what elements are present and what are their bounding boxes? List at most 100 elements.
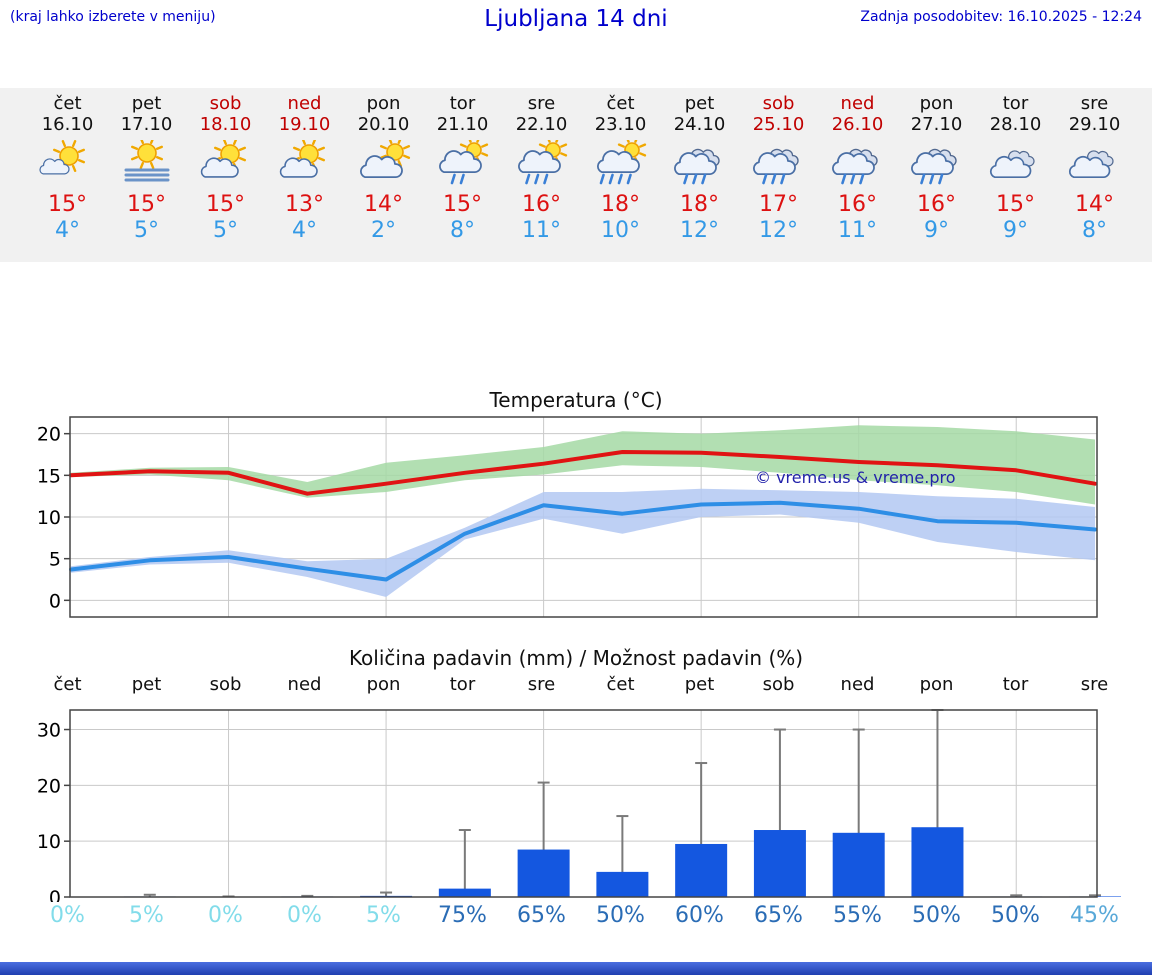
day-name: pon xyxy=(366,93,401,114)
day-date: 17.10 xyxy=(120,114,173,135)
precip-y-tick-label: 10 xyxy=(37,831,61,853)
day-date: 27.10 xyxy=(910,114,963,135)
day-name: ned xyxy=(287,93,322,114)
max-temp: 14° xyxy=(1075,192,1114,217)
forecast-day-18.10[interactable]: sob 18.10 15° 5° xyxy=(186,88,265,262)
day-date: 24.10 xyxy=(673,114,726,135)
forecast-day-16.10[interactable]: čet 16.10 15° 4° xyxy=(28,88,107,262)
day-date: 26.10 xyxy=(831,114,884,135)
precip-day-label: tor xyxy=(1002,674,1029,695)
cloud-rain-icon xyxy=(673,148,720,185)
day-name: sre xyxy=(1080,93,1109,114)
day-date: 23.10 xyxy=(594,114,647,135)
day-name: pet xyxy=(684,93,715,114)
min-temp: 10° xyxy=(601,218,640,243)
forecast-strip: čet 16.10 15° 4° pet 17.10 15° 5° sob 18.10 15° 5° n… xyxy=(0,88,1152,262)
day-date: 16.10 xyxy=(41,114,94,135)
temperature-chart: 0 5 10 15 20 © vreme.us & vreme.pro xyxy=(37,416,1098,618)
forecast-day-29.10[interactable]: sre 29.10 14° 8° xyxy=(1055,88,1134,262)
precip-probability: 0% xyxy=(287,903,322,928)
forecast-day-21.10[interactable]: tor 21.10 15° 8° xyxy=(423,88,502,262)
precip-day-label: ned xyxy=(840,674,875,695)
min-temp: 11° xyxy=(838,218,877,243)
precip-day-label: sre xyxy=(1080,674,1109,695)
precip-bar xyxy=(517,849,570,897)
max-temp: 15° xyxy=(443,192,482,217)
day-date: 19.10 xyxy=(278,114,331,135)
max-temp: 18° xyxy=(601,192,640,217)
max-temp-range-band xyxy=(71,425,1095,505)
clouds-icon xyxy=(1068,150,1114,179)
sun-small-cloud-icon xyxy=(38,140,85,175)
temp-y-tick-label: 10 xyxy=(37,507,61,529)
day-name: pet xyxy=(131,93,162,114)
precip-day-label: pet xyxy=(684,674,715,695)
precip-day-label: čet xyxy=(606,674,635,695)
precip-day-label: pet xyxy=(131,674,162,695)
max-temp: 15° xyxy=(206,192,245,217)
clouds-icon xyxy=(989,150,1035,179)
precip-day-label: sob xyxy=(762,674,795,695)
day-name: čet xyxy=(53,93,82,114)
precip-bar xyxy=(675,843,728,897)
max-temp-line xyxy=(69,450,1097,496)
precip-probability: 0% xyxy=(208,903,243,928)
precip-day-label: čet xyxy=(53,674,82,695)
precip-day-label: sre xyxy=(527,674,556,695)
precip-probability: 50% xyxy=(596,903,645,928)
forecast-day-25.10[interactable]: sob 25.10 17° 12° xyxy=(739,88,818,262)
temp-chart-title: Temperatura (°C) xyxy=(489,388,663,412)
precip-probabilities: 0% 5% 0% 0% 5% 75% 65% 50% 60% 65% 55% 50% 50% 45% xyxy=(0,903,1152,928)
forecast-day-17.10[interactable]: pet 17.10 15° 5° xyxy=(107,88,186,262)
forecast-day-19.10[interactable]: ned 19.10 13° 4° xyxy=(265,88,344,262)
day-date: 28.10 xyxy=(989,114,1042,135)
max-temp: 17° xyxy=(759,192,798,217)
forecast-day-28.10[interactable]: tor 28.10 15° 9° xyxy=(976,88,1055,262)
min-temp: 4° xyxy=(292,218,317,243)
precip-bar xyxy=(911,827,964,897)
forecast-day-27.10[interactable]: pon 27.10 16° 9° xyxy=(897,88,976,262)
day-name: čet xyxy=(606,93,635,114)
precip-probability: 50% xyxy=(912,903,961,928)
forecast-day-24.10[interactable]: pet 24.10 18° 12° xyxy=(660,88,739,262)
precip-bar xyxy=(753,830,806,897)
cloud-rain-icon xyxy=(910,148,957,185)
cloud-rain-icon xyxy=(831,148,878,185)
day-name: pon xyxy=(919,93,954,114)
max-temp: 15° xyxy=(127,192,166,217)
watermark-link[interactable]: © vreme.us & vreme.pro xyxy=(755,468,956,487)
precipitation-chart: 0 10 20 30 xyxy=(37,709,1121,902)
precip-y-tick-label: 30 xyxy=(37,720,61,742)
day-date: 29.10 xyxy=(1068,114,1121,135)
day-name: ned xyxy=(840,93,875,114)
max-temp: 14° xyxy=(364,192,403,217)
precip-probability: 0% xyxy=(50,903,85,928)
forecast-day-22.10[interactable]: sre 22.10 16° 11° xyxy=(502,88,581,262)
precip-y-tick-label: 20 xyxy=(37,775,61,797)
day-name: tor xyxy=(1002,93,1029,114)
min-temp: 12° xyxy=(759,218,798,243)
precip-day-labels: čet pet sob ned pon tor sre čet pet sob ned pon tor s… xyxy=(0,674,1152,695)
forecast-day-20.10[interactable]: pon 20.10 14° 2° xyxy=(344,88,423,262)
precip-y-tick-label: 0 xyxy=(49,887,61,902)
page-title: Ljubljana 14 dni xyxy=(484,6,668,32)
forecast-day-26.10[interactable]: ned 26.10 16° 11° xyxy=(818,88,897,262)
max-temp: 16° xyxy=(917,192,956,217)
min-temp: 8° xyxy=(450,218,475,243)
precip-probability: 75% xyxy=(438,903,487,928)
forecast-day-23.10[interactable]: čet 23.10 18° 10° xyxy=(581,88,660,262)
precip-day-label: pon xyxy=(366,674,401,695)
precip-day-label: tor xyxy=(449,674,476,695)
min-temp: 2° xyxy=(371,218,396,243)
temp-y-tick-label: 5 xyxy=(49,549,61,571)
temp-y-tick-label: 15 xyxy=(37,465,61,487)
precip-bar xyxy=(832,832,885,897)
min-temp: 12° xyxy=(680,218,719,243)
footer-bar xyxy=(0,962,1152,975)
max-temp: 16° xyxy=(838,192,877,217)
precip-probability: 5% xyxy=(366,903,401,928)
sun-cloud-rain-2-icon xyxy=(517,140,567,185)
precip-day-label: sob xyxy=(209,674,242,695)
sun-cloud-rain-1-icon xyxy=(438,140,488,185)
max-temp: 13° xyxy=(285,192,324,217)
